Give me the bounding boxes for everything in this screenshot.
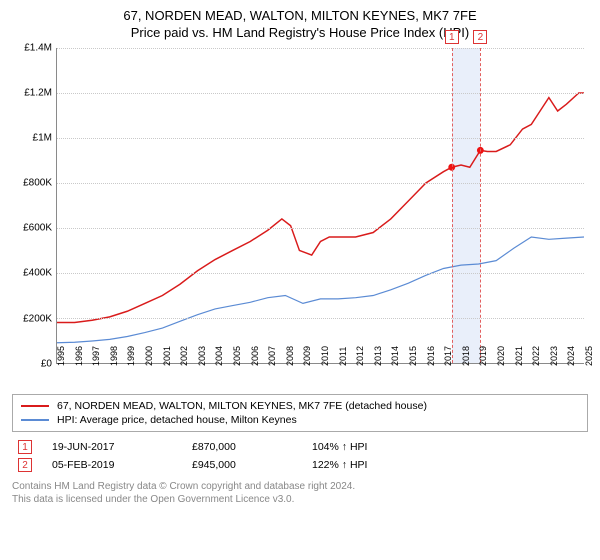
chart-title: 67, NORDEN MEAD, WALTON, MILTON KEYNES, … bbox=[12, 8, 588, 42]
series-hpi bbox=[57, 237, 584, 343]
y-tick-label: £0 bbox=[41, 358, 52, 369]
legend-swatch bbox=[21, 405, 49, 407]
attribution: Contains HM Land Registry data © Crown c… bbox=[12, 480, 588, 506]
transaction-number-box: 1 bbox=[18, 440, 32, 454]
transaction-price: £870,000 bbox=[192, 441, 312, 453]
transaction-row: 1 19-JUN-2017£870,000104% ↑ HPI bbox=[12, 438, 588, 456]
x-axis: 1995199619971998199920002001200220032004… bbox=[56, 364, 584, 388]
y-tick-label: £200K bbox=[23, 313, 52, 324]
transaction-date: 05-FEB-2019 bbox=[52, 459, 192, 471]
attribution-line2: This data is licensed under the Open Gov… bbox=[12, 494, 294, 505]
plot-region: 12 bbox=[56, 48, 584, 364]
y-tick-label: £800K bbox=[23, 178, 52, 189]
x-tick-label: 2020 bbox=[496, 346, 516, 366]
y-axis: £0£200K£400K£600K£800K£1M£1.2M£1.4M bbox=[12, 48, 56, 364]
legend-row: 67, NORDEN MEAD, WALTON, MILTON KEYNES, … bbox=[21, 399, 579, 413]
x-tick-label: 2015 bbox=[408, 346, 428, 366]
series-price_paid bbox=[57, 93, 584, 323]
gridline bbox=[57, 93, 584, 94]
attribution-line1: Contains HM Land Registry data © Crown c… bbox=[12, 481, 355, 492]
transaction-table: 1 19-JUN-2017£870,000104% ↑ HPI 2 05-FEB-20… bbox=[12, 438, 588, 474]
gridline bbox=[57, 228, 584, 229]
y-tick-label: £600K bbox=[23, 223, 52, 234]
transaction-number-box: 2 bbox=[18, 458, 32, 472]
gridline bbox=[57, 318, 584, 319]
gridline bbox=[57, 138, 584, 139]
transaction-price: £945,000 bbox=[192, 459, 312, 471]
title-line1: 67, NORDEN MEAD, WALTON, MILTON KEYNES, … bbox=[123, 8, 476, 23]
x-tick-label: 2010 bbox=[320, 346, 340, 366]
transaction-row: 2 05-FEB-2019£945,000122% ↑ HPI bbox=[12, 456, 588, 474]
transaction-date: 19-JUN-2017 bbox=[52, 441, 192, 453]
legend-swatch bbox=[21, 419, 49, 421]
y-tick-label: £1.4M bbox=[24, 42, 52, 53]
title-line2: Price paid vs. HM Land Registry's House … bbox=[131, 25, 469, 40]
gridline bbox=[57, 48, 584, 49]
transaction-marker-1: 1 bbox=[445, 30, 459, 44]
transaction-delta: 104% ↑ HPI bbox=[312, 441, 452, 453]
gridline bbox=[57, 273, 584, 274]
x-tick-label: 1995 bbox=[56, 346, 76, 366]
chart-area: £0£200K£400K£600K£800K£1M£1.2M£1.4M 12 1… bbox=[12, 48, 588, 388]
transaction-marker-2: 2 bbox=[473, 30, 487, 44]
legend-row: HPI: Average price, detached house, Milt… bbox=[21, 413, 579, 427]
y-tick-label: £1M bbox=[33, 133, 52, 144]
transaction-delta: 122% ↑ HPI bbox=[312, 459, 452, 471]
y-tick-label: £1.2M bbox=[24, 87, 52, 98]
chart-svg bbox=[57, 48, 584, 363]
highlight-vline bbox=[452, 48, 453, 363]
legend-label: HPI: Average price, detached house, Milt… bbox=[57, 414, 297, 426]
x-tick-label: 2000 bbox=[144, 346, 164, 366]
legend-box: 67, NORDEN MEAD, WALTON, MILTON KEYNES, … bbox=[12, 394, 588, 432]
y-tick-label: £400K bbox=[23, 268, 52, 279]
highlight-vline bbox=[480, 48, 481, 363]
x-tick-label: 2025 bbox=[584, 346, 600, 366]
legend-label: 67, NORDEN MEAD, WALTON, MILTON KEYNES, … bbox=[57, 400, 427, 412]
gridline bbox=[57, 183, 584, 184]
x-tick-label: 2005 bbox=[232, 346, 252, 366]
